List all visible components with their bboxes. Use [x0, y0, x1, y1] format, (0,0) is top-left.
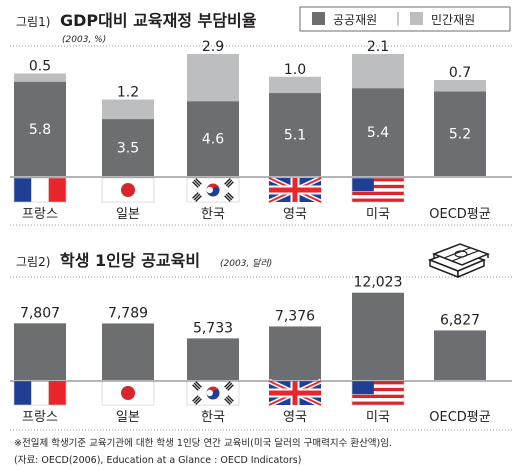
chart2-value-label: 12,023 [354, 275, 403, 291]
chart1-value-private: 0.7 [449, 65, 471, 81]
chart1-bar-private [14, 73, 66, 82]
chart2-category-label: 한국 [201, 410, 225, 425]
chart1-category-label: 한국 [201, 207, 225, 222]
chart1-value-private: 1.2 [117, 85, 139, 101]
chart1-value-private: 1.0 [284, 62, 306, 78]
chart2-category-label: OECD평균 [429, 410, 490, 425]
chart1-value-public: 5.8 [29, 122, 51, 138]
chart1-bar-private [269, 76, 321, 94]
chart1-bar-private [352, 54, 404, 89]
chart2-title: 학생 1인당 공교육비 [60, 251, 200, 270]
chart1-bar-public [352, 88, 404, 176]
chart2-category-label: 영국 [283, 410, 307, 425]
chart2-title-prefix: 그림2) [16, 255, 50, 269]
france-flag [13, 177, 67, 203]
chart2-bar [269, 326, 321, 380]
chart2-category-label: 일본 [116, 410, 140, 425]
legend-swatch-private [410, 12, 423, 25]
chart2-bar [434, 330, 486, 380]
korea-flag [186, 177, 240, 203]
chart2-value-label: 7,789 [108, 305, 148, 321]
chart1-bar-private [187, 54, 239, 102]
usa-flag [351, 177, 405, 203]
footnote-definition: ※전일제 학생기준 교육기관에 대한 학생 1인당 연간 교육비(미국 달러의 … [14, 437, 392, 449]
footnote-source: (자료: OECD(2006), Education at a Glance :… [14, 455, 301, 466]
chart1-category-label: 미국 [366, 207, 390, 222]
chart2-unit: (2003, 달러) [220, 258, 272, 269]
chart1-value-private: 0.5 [29, 59, 51, 75]
chart2-bar [187, 338, 239, 380]
chart1-category-label: 일본 [116, 207, 140, 222]
legend-label-public: 공공재원 [333, 13, 377, 27]
chart1-bar-public [434, 91, 486, 176]
japan-flag [101, 177, 155, 203]
chart2-value-label: 5,733 [193, 320, 233, 336]
chart1-unit: (2003, %) [62, 35, 106, 45]
chart2-bar [14, 323, 66, 380]
chart2-bar [102, 323, 154, 380]
footnotes: ※전일제 학생기준 교육기관에 대한 학생 1인당 연간 교육비(미국 달러의 … [14, 437, 392, 466]
usa-flag [351, 380, 405, 406]
chart1-value-public: 5.1 [284, 128, 306, 144]
chart1-bar-private [102, 99, 154, 120]
chart1-bar-private [434, 80, 486, 92]
uk-flag [267, 378, 323, 408]
legend: 공공재원 민간재원 [299, 6, 511, 32]
chart2-bar [352, 292, 404, 380]
chart1-category-label: 프랑스 [22, 207, 58, 222]
chart2-category-label: 미국 [366, 410, 390, 425]
legend-box [299, 6, 511, 32]
chart1-value-private: 2.9 [202, 39, 224, 55]
chart1-category-label: OECD평균 [429, 207, 490, 222]
chart1-value-public: 3.5 [117, 141, 139, 157]
chart1-header: 그림1) GDP대비 교육재정 부담비율 (2003, %) [10, 11, 512, 47]
chart2-value-label: 7,376 [275, 308, 315, 324]
money-stack-icon [427, 243, 491, 279]
chart2-category-label: 프랑스 [22, 410, 58, 425]
france-flag [13, 380, 67, 406]
chart1-title: GDP대비 교육재정 부담비율 [60, 11, 257, 30]
chart2-header: 그림2) 학생 1인당 공교육비 (2003, 달러) [10, 251, 512, 278]
japan-flag [101, 380, 155, 406]
chart2-value-label: 6,827 [440, 312, 480, 328]
chart1-title-prefix: 그림1) [16, 15, 50, 29]
chart1-value-private: 2.1 [367, 39, 389, 55]
legend-swatch-public [312, 12, 325, 25]
chart1-bar-public [269, 93, 321, 176]
chart2-value-label: 7,807 [20, 305, 60, 321]
chart1-bar-public [102, 119, 154, 176]
legend-label-private: 민간재원 [431, 13, 475, 27]
chart1-value-public: 5.2 [449, 127, 471, 143]
chart2-plot: 7,807 프랑스 7,789 일본 5,733 한국 7,376 영국 12,023 미국 6,8… [10, 275, 512, 431]
chart1-value-public: 5.4 [367, 125, 389, 141]
korea-flag [186, 380, 240, 406]
chart1-bar-public [187, 101, 239, 176]
chart1-value-public: 4.6 [202, 132, 224, 148]
uk-flag [267, 175, 323, 205]
chart1-category-label: 영국 [283, 207, 307, 222]
chart1-bar-public [14, 81, 66, 176]
chart1-plot: 5.8 0.5 프랑스 3.5 1.2 일본 4.6 2.9 한국 5.1 1.0 영국 5.4 2.1 미… [10, 39, 512, 226]
